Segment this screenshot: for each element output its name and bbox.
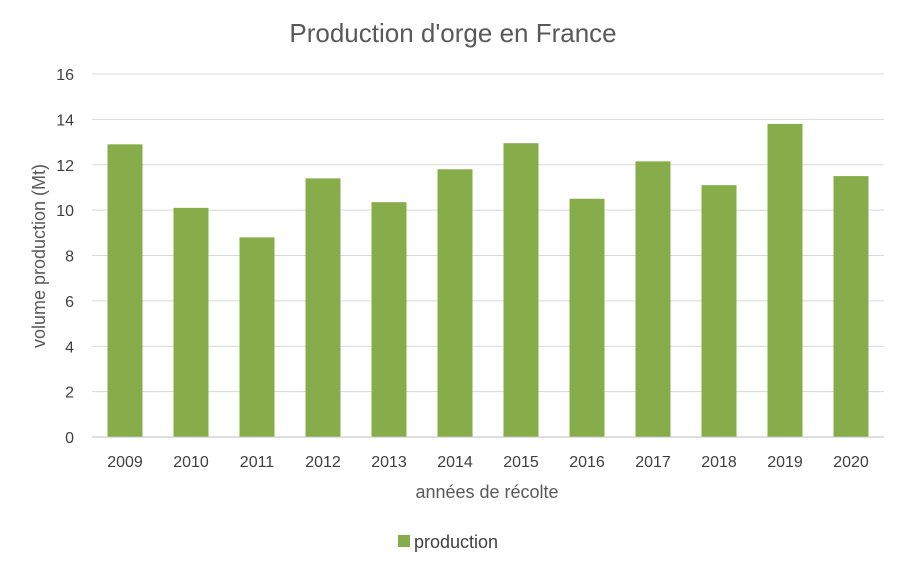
y-tick-label: 0 [65, 430, 74, 447]
x-tick-label: 2011 [240, 454, 275, 471]
legend-label: production [414, 532, 498, 552]
bar-2013 [371, 202, 407, 437]
bar-2012 [305, 178, 341, 438]
x-tick-label: 2009 [107, 454, 143, 471]
x-axis-ticks: 2009 2010 2011 2012 2013 2014 2015 2016 2017 2018… [107, 454, 869, 471]
x-tick-label: 2019 [767, 454, 803, 471]
bars [107, 123, 869, 438]
legend-swatch [398, 535, 410, 547]
bar-2011 [239, 237, 275, 437]
bar-2009 [107, 144, 143, 438]
x-axis-label: années de récolte [415, 482, 558, 502]
bar-2020 [833, 176, 869, 437]
bar-2019 [767, 123, 803, 437]
bar-2017 [635, 161, 671, 438]
x-tick-label: 2016 [569, 454, 605, 471]
y-tick-label: 2 [65, 385, 74, 402]
bar-2016 [569, 198, 605, 437]
y-tick-label: 14 [56, 112, 74, 129]
gridlines [92, 73, 884, 393]
x-tick-label: 2018 [701, 454, 737, 471]
y-axis-label: volume production (Mt) [29, 164, 49, 348]
bar-2018 [701, 185, 737, 437]
x-tick-label: 2015 [503, 454, 539, 471]
chart-title: Production d'orge en France [289, 18, 616, 48]
y-tick-label: 6 [65, 294, 74, 311]
bar-2014 [437, 169, 473, 437]
x-tick-label: 2010 [173, 454, 209, 471]
legend: production [398, 532, 498, 552]
y-tick-label: 10 [56, 203, 74, 220]
bar-2010 [173, 207, 209, 437]
x-tick-label: 2017 [635, 454, 671, 471]
y-axis-ticks: 0 2 4 6 8 10 12 14 16 [56, 67, 74, 447]
y-tick-label: 16 [56, 67, 74, 84]
bar-2015 [503, 143, 539, 437]
x-tick-label: 2020 [833, 454, 869, 471]
y-tick-label: 12 [56, 158, 74, 175]
x-tick-label: 2013 [371, 454, 407, 471]
y-tick-label: 8 [65, 249, 74, 266]
y-tick-label: 4 [65, 339, 74, 356]
x-tick-label: 2012 [305, 454, 341, 471]
x-tick-label: 2014 [437, 454, 473, 471]
